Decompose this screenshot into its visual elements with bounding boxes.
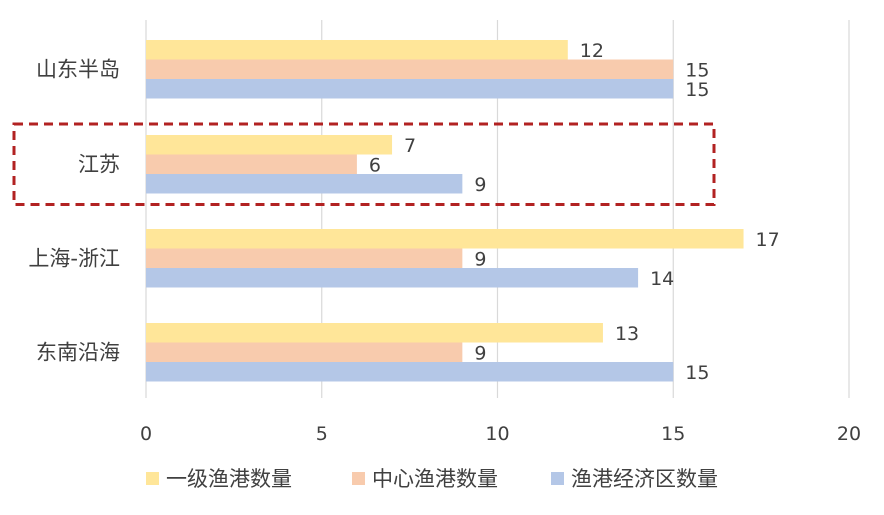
bar-3-1 bbox=[146, 79, 674, 99]
data-label: 13 bbox=[615, 323, 639, 345]
bar-1-4 bbox=[146, 323, 603, 343]
x-tick-label: 5 bbox=[316, 423, 328, 445]
bar-2-4 bbox=[146, 342, 463, 362]
data-label: 9 bbox=[474, 174, 486, 196]
legend-swatch-1 bbox=[146, 472, 159, 485]
x-tick-label: 20 bbox=[837, 423, 861, 445]
labels: 0 5 10 15 20121515山东半岛769江苏17914上海-浙江13915东南… bbox=[28, 40, 861, 445]
data-label: 6 bbox=[369, 154, 381, 176]
x-tick-label: 15 bbox=[661, 423, 685, 445]
legend-label-1: 一级渔港数量 bbox=[166, 467, 292, 491]
legend-swatch-2 bbox=[352, 472, 365, 485]
data-label: 12 bbox=[580, 40, 604, 62]
bar-1-3 bbox=[146, 229, 744, 249]
bar-3-4 bbox=[146, 362, 674, 382]
data-label: 14 bbox=[650, 268, 674, 290]
data-label: 17 bbox=[756, 229, 780, 251]
bar-2-1 bbox=[146, 59, 674, 79]
bar-2-3 bbox=[146, 248, 463, 268]
category-label: 山东半岛 bbox=[36, 57, 120, 81]
x-tick-label: 10 bbox=[485, 423, 509, 445]
category-label: 上海-浙江 bbox=[28, 246, 120, 270]
bar-2-2 bbox=[146, 154, 357, 174]
legend: 一级渔港数量 中心渔港数量 渔港经济区数量 bbox=[146, 467, 718, 491]
category-label: 江苏 bbox=[78, 152, 120, 176]
data-label: 15 bbox=[685, 362, 709, 384]
bar-3-3 bbox=[146, 268, 639, 288]
x-tick-label: 0 bbox=[140, 423, 152, 445]
highlight-box bbox=[12, 122, 716, 206]
category-label: 东南沿海 bbox=[36, 340, 120, 364]
data-label: 15 bbox=[685, 79, 709, 101]
bar-3-2 bbox=[146, 174, 463, 194]
data-label: 7 bbox=[404, 135, 416, 157]
data-label: 15 bbox=[685, 59, 709, 81]
bar-1-1 bbox=[146, 40, 568, 60]
legend-label-2: 中心渔港数量 bbox=[372, 467, 498, 491]
bars bbox=[146, 40, 744, 382]
legend-label-3: 渔港经济区数量 bbox=[571, 467, 718, 491]
legend-swatch-3 bbox=[551, 472, 564, 485]
data-label: 9 bbox=[474, 248, 486, 270]
data-label: 9 bbox=[474, 342, 486, 364]
bar-1-2 bbox=[146, 135, 393, 155]
